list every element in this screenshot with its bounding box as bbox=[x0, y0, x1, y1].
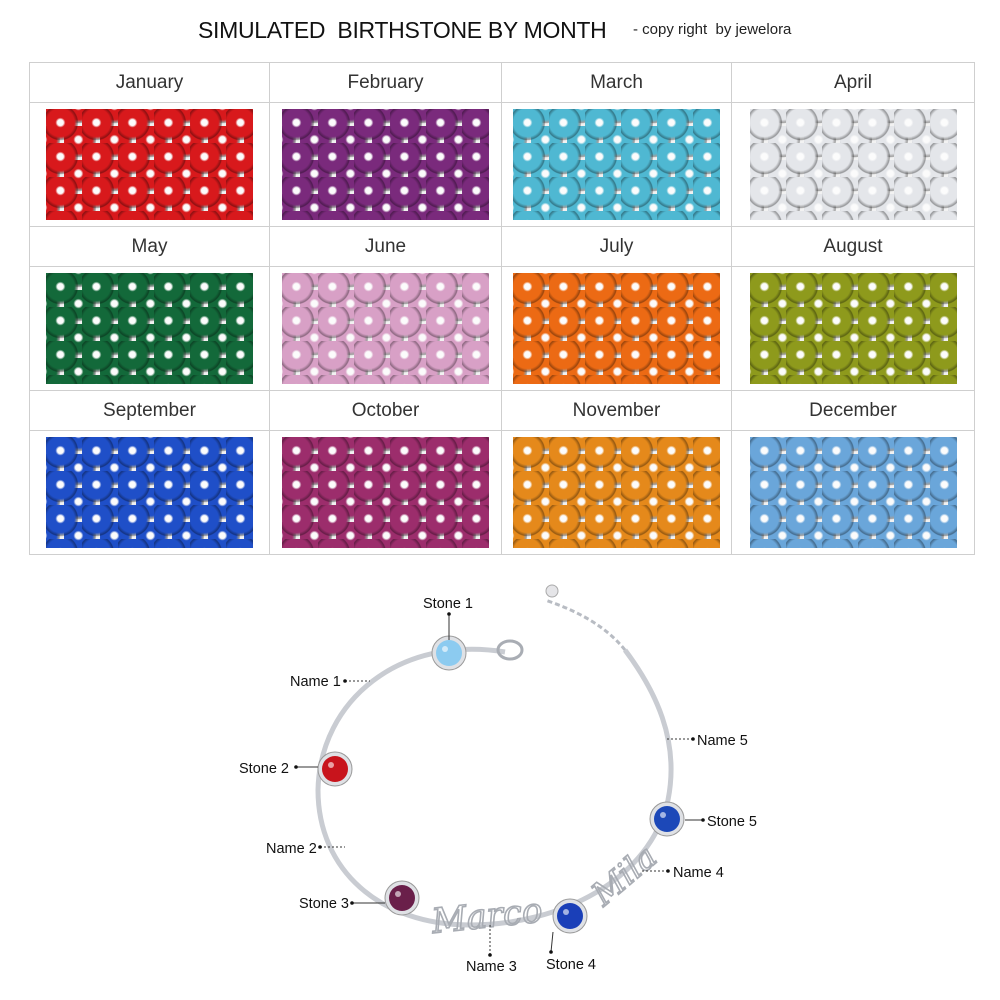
month-label-september: September bbox=[29, 390, 270, 431]
chain-end-charm bbox=[545, 584, 559, 598]
callout-dot bbox=[691, 737, 695, 741]
month-label-june: June bbox=[269, 226, 502, 267]
birthstone-grid: January February March April May June July Augu… bbox=[29, 62, 975, 555]
callout-dot bbox=[488, 953, 492, 957]
stone-1-gem bbox=[436, 640, 462, 666]
page-title: SIMULATED BIRTHSTONE BY MONTH bbox=[198, 17, 607, 43]
label-stone-5: Stone 5 bbox=[707, 814, 757, 830]
month-image-cell bbox=[29, 430, 270, 555]
extender-chain bbox=[544, 598, 627, 651]
birthstone-image-march bbox=[513, 109, 720, 220]
month-label-october: October bbox=[269, 390, 502, 431]
engraving-name-3: Marco bbox=[429, 891, 544, 942]
month-image-cell bbox=[269, 102, 502, 227]
month-label-july: July bbox=[501, 226, 732, 267]
stone-2-gem bbox=[322, 756, 348, 782]
month-image-cell bbox=[29, 266, 270, 391]
birthstone-image-september bbox=[46, 437, 253, 548]
birthstone-image-december bbox=[749, 437, 957, 548]
callout-dot bbox=[294, 765, 298, 769]
birthstone-image-january bbox=[46, 109, 253, 220]
label-stone-2: Stone 2 bbox=[239, 761, 289, 777]
month-image-cell bbox=[501, 430, 732, 555]
label-name-3: Name 3 bbox=[466, 959, 517, 975]
label-name-5: Name 5 bbox=[697, 733, 748, 749]
label-name-2: Name 2 bbox=[266, 841, 317, 857]
bracelet-band bbox=[315, 646, 674, 928]
month-label-november: November bbox=[501, 390, 732, 431]
callout-dot bbox=[343, 679, 347, 683]
callout-dot bbox=[318, 845, 322, 849]
month-image-cell bbox=[731, 266, 975, 391]
month-image-cell bbox=[731, 102, 975, 227]
birthstone-image-april bbox=[749, 109, 957, 220]
birthstone-image-august bbox=[749, 273, 957, 384]
callout-dot bbox=[666, 869, 670, 873]
copyright-note: - copy right by jewelora bbox=[633, 21, 792, 38]
callout-line bbox=[550, 931, 554, 953]
birthstone-image-november bbox=[513, 437, 720, 548]
label-stone-3: Stone 3 bbox=[299, 896, 349, 912]
month-label-may: May bbox=[29, 226, 270, 267]
month-image-cell bbox=[29, 102, 270, 227]
callout-dot bbox=[549, 950, 553, 954]
month-label-march: March bbox=[501, 62, 732, 103]
lobster-clasp bbox=[496, 639, 524, 661]
callout-dot bbox=[701, 818, 705, 822]
label-stone-4: Stone 4 bbox=[546, 957, 596, 973]
callout-dot bbox=[350, 901, 354, 905]
month-label-february: February bbox=[269, 62, 502, 103]
month-image-cell bbox=[731, 430, 975, 555]
label-name-1: Name 1 bbox=[290, 674, 341, 690]
birthstone-image-june bbox=[282, 273, 489, 384]
month-image-cell bbox=[501, 102, 732, 227]
month-label-january: January bbox=[29, 62, 270, 103]
callout-dot bbox=[447, 612, 451, 616]
label-stone-1: Stone 1 bbox=[423, 596, 473, 612]
birthstone-image-february bbox=[282, 109, 489, 220]
label-name-4: Name 4 bbox=[673, 865, 724, 881]
birthstone-image-may bbox=[46, 273, 253, 384]
stone-4-gem bbox=[557, 903, 583, 929]
month-image-cell bbox=[269, 430, 502, 555]
bracelet-chain bbox=[315, 584, 674, 928]
birthstone-image-july bbox=[513, 273, 720, 384]
engraving-name-4: Mila bbox=[583, 837, 664, 913]
month-image-cell bbox=[501, 266, 732, 391]
stone-3-gem bbox=[389, 885, 415, 911]
birthstone-image-october bbox=[282, 437, 489, 548]
stone-5-gem bbox=[654, 806, 680, 832]
